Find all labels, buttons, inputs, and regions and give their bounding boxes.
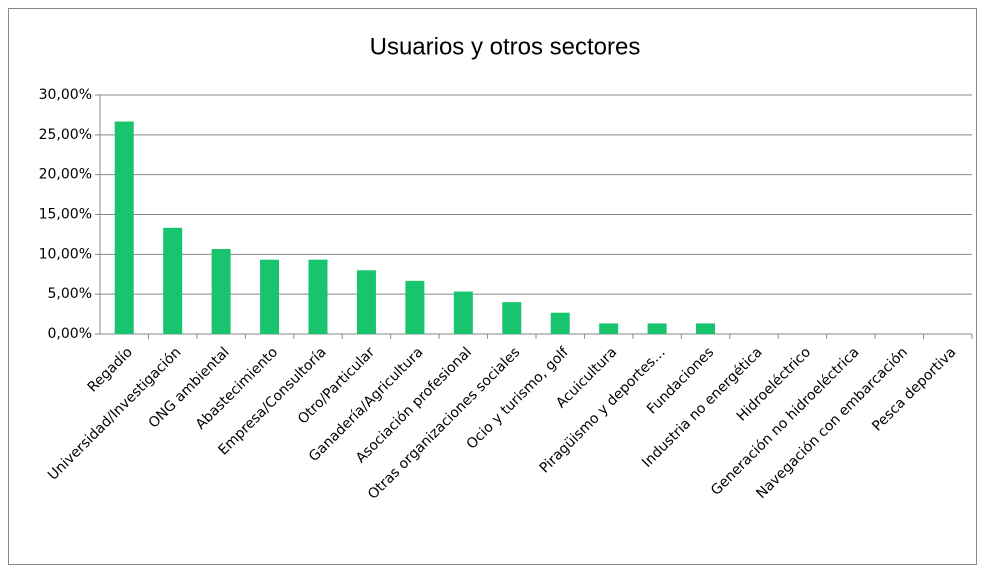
y-tick-label: 20,00% (39, 167, 92, 183)
bar (356, 270, 376, 334)
y-tick-label: 5,00% (48, 286, 92, 302)
bar (550, 312, 570, 334)
y-tick-label: 0,00% (48, 326, 92, 342)
y-tick-label: 15,00% (39, 207, 92, 223)
y-tick-label: 30,00% (39, 87, 92, 103)
bar (308, 259, 328, 334)
bar (453, 291, 473, 334)
y-tick-label: 10,00% (39, 246, 92, 262)
bar (599, 323, 619, 334)
bar (696, 323, 716, 334)
chart-title: Usuarios y otros sectores (370, 33, 641, 60)
chart-border (8, 8, 977, 565)
bar (163, 227, 183, 334)
bar (211, 248, 231, 334)
bar (502, 302, 522, 334)
bar (260, 259, 280, 334)
y-tick-label: 25,00% (39, 127, 92, 143)
bar (405, 280, 425, 334)
bar (647, 323, 667, 334)
bar (114, 121, 134, 335)
